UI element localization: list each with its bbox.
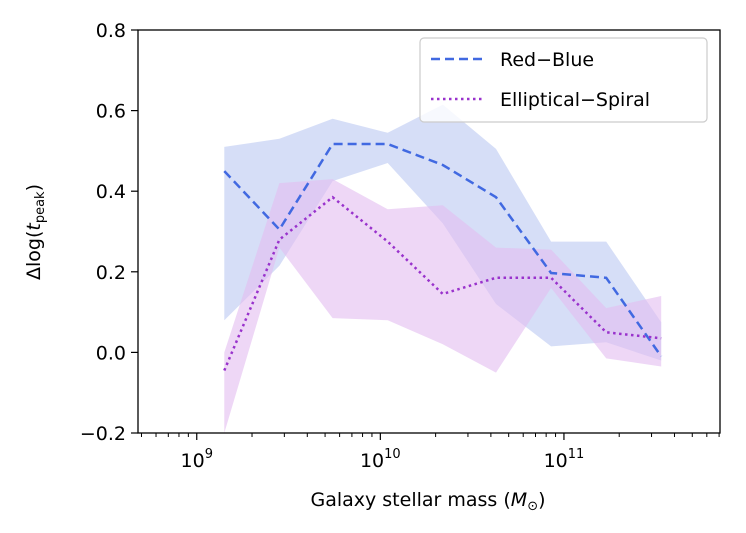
y-axis-label: Δlog(tpeak) — [23, 184, 48, 280]
y-tick-label: 0.8 — [96, 20, 126, 42]
y-tick-label: 0.4 — [96, 181, 126, 203]
legend-box — [419, 37, 708, 123]
x-axis-label: Galaxy stellar mass (M⊙) — [310, 489, 545, 514]
y-tick-label: 0.0 — [96, 342, 126, 364]
axes-frame — [137, 29, 721, 434]
confidence-band-elliptical-spiral — [224, 179, 662, 433]
y-tick-label: 0.2 — [96, 262, 126, 284]
series-line-red-blue — [223, 142, 663, 358]
x-tick-label: 1011 — [544, 447, 585, 472]
plot-area — [223, 104, 663, 433]
x-tick-label: 1010 — [360, 447, 401, 472]
y-tick-label: 0.6 — [96, 101, 126, 123]
x-tick-label: 109 — [181, 447, 213, 472]
legend: Red−Blue Elliptical−Spiral — [419, 37, 708, 123]
legend-label-red-blue: Red−Blue — [500, 49, 594, 71]
axis-ticks: −0.2 0.0 0.2 0.4 0.6 0.8 109 1010 1011 — [80, 20, 720, 472]
confidence-band-red-blue — [224, 104, 662, 361]
legend-label-elliptical-spiral: Elliptical−Spiral — [500, 89, 650, 111]
y-tick-label: −0.2 — [80, 423, 126, 445]
